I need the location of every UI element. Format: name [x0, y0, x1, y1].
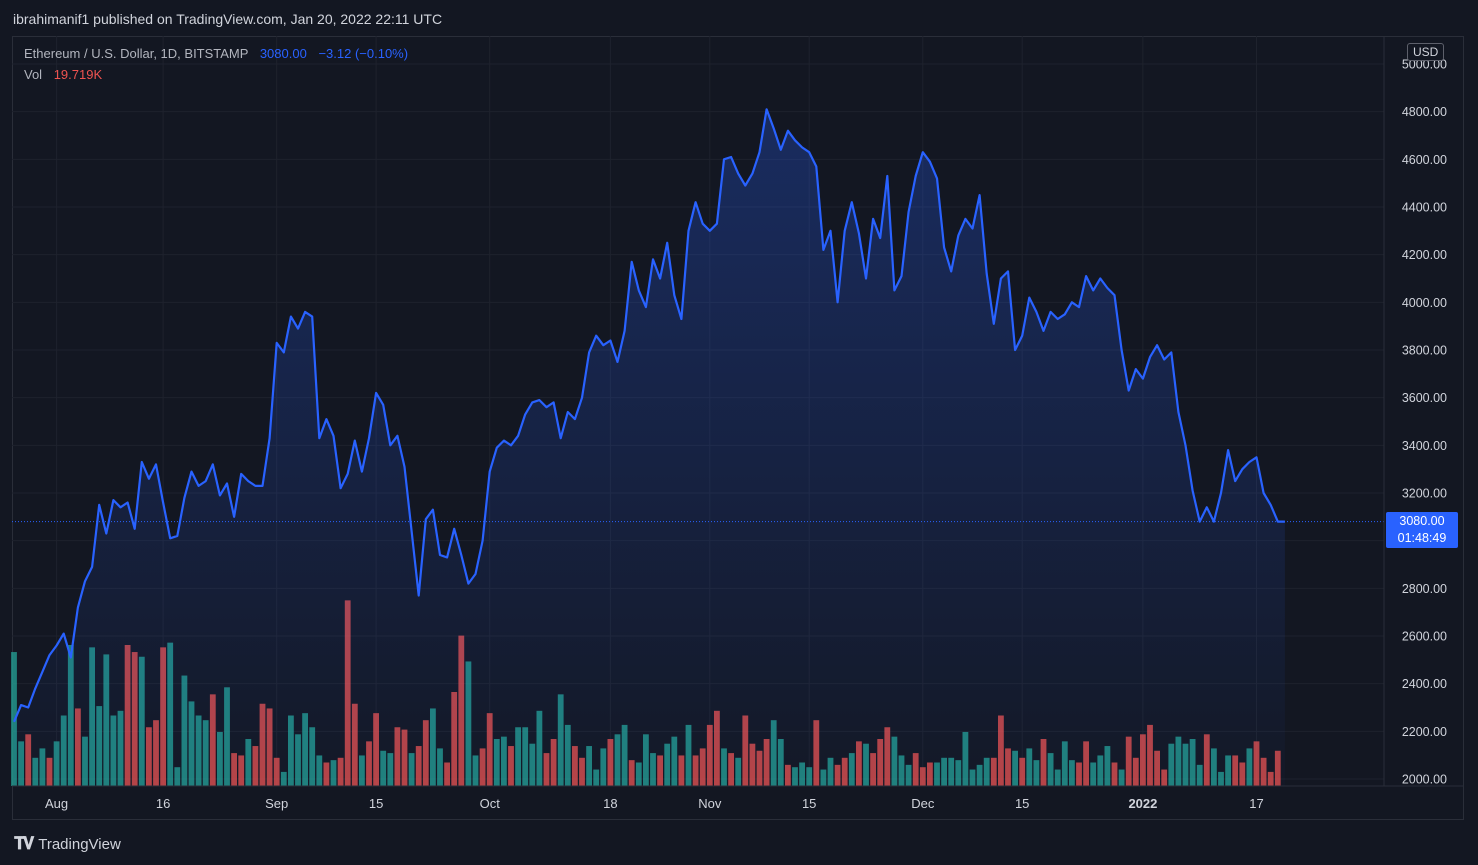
tradingview-logo-icon: 𝐓𝐕 — [14, 834, 34, 853]
price-axis: 2000.00 2200.00 2400.00 2600.00 2800.00 3200.… — [12, 36, 1464, 787]
price-tick-label: 5000.00 — [1402, 58, 1447, 72]
time-tick-label: Dec — [911, 796, 935, 811]
price-tick-label: 3400.00 — [1402, 439, 1447, 453]
time-tick-label: 15 — [369, 796, 383, 811]
price-tick-label: 2800.00 — [1402, 582, 1447, 596]
price-tick-label: 2200.00 — [1402, 725, 1447, 739]
last-price-tag: 3080.00 01:48:49 — [1386, 512, 1458, 548]
price-line — [12, 108, 1285, 723]
time-tick-label: 2022 — [1128, 796, 1157, 811]
price-tick-label: 3600.00 — [1402, 391, 1447, 405]
price-tick-label: 2600.00 — [1402, 630, 1447, 644]
price-tick-label: 2000.00 — [1402, 773, 1447, 787]
symbol-legend[interactable]: Ethereum / U.S. Dollar, 1D, BITSTAMP 308… — [24, 46, 408, 61]
price-tick-label: 3200.00 — [1402, 487, 1447, 501]
price-tick-label: 4200.00 — [1402, 248, 1447, 262]
volume-label: Vol — [24, 67, 43, 82]
time-tick-label: Aug — [45, 796, 68, 811]
time-tick-label: Sep — [265, 796, 288, 811]
volume-value: 19.719K — [53, 67, 103, 82]
time-tick-label: 15 — [1015, 796, 1029, 811]
price-tick-label: 4000.00 — [1402, 296, 1447, 310]
time-tick-label: Nov — [698, 796, 722, 811]
price-tick-label: 4600.00 — [1402, 153, 1447, 167]
time-tick-label: 18 — [603, 796, 617, 811]
currency-button[interactable]: USD — [1407, 43, 1445, 61]
time-tick-label: 16 — [156, 796, 170, 811]
last-price: 3080.00 — [259, 46, 307, 61]
price-change: −3.12 (−0.10%) — [318, 46, 409, 61]
time-axis: Aug 16 Sep 15 Oct 18 Nov 15 Dec 15 2022 17 — [45, 796, 1264, 811]
volume-legend[interactable]: Vol 19.719K — [24, 67, 102, 82]
time-tick-label: 17 — [1249, 796, 1263, 811]
price-tag-countdown: 01:48:49 — [1397, 531, 1447, 545]
time-tick-label: Oct — [480, 796, 501, 811]
publish-attribution: ibrahimanif1 published on TradingView.co… — [13, 11, 443, 27]
price-tick-label: 4800.00 — [1402, 105, 1447, 119]
footer-brand[interactable]: 𝐓𝐕 TradingView — [14, 834, 121, 854]
price-tick-label: 3800.00 — [1402, 344, 1447, 358]
price-tag-value: 3080.00 — [1399, 514, 1445, 528]
price-tick-label: 4400.00 — [1402, 201, 1447, 215]
symbol-name: Ethereum / U.S. Dollar, 1D, BITSTAMP — [24, 46, 249, 61]
brand-name: TradingView — [38, 835, 121, 853]
time-tick-label: 15 — [802, 796, 816, 811]
price-area-fill — [14, 109, 1285, 787]
price-tick-label: 2400.00 — [1402, 677, 1447, 691]
